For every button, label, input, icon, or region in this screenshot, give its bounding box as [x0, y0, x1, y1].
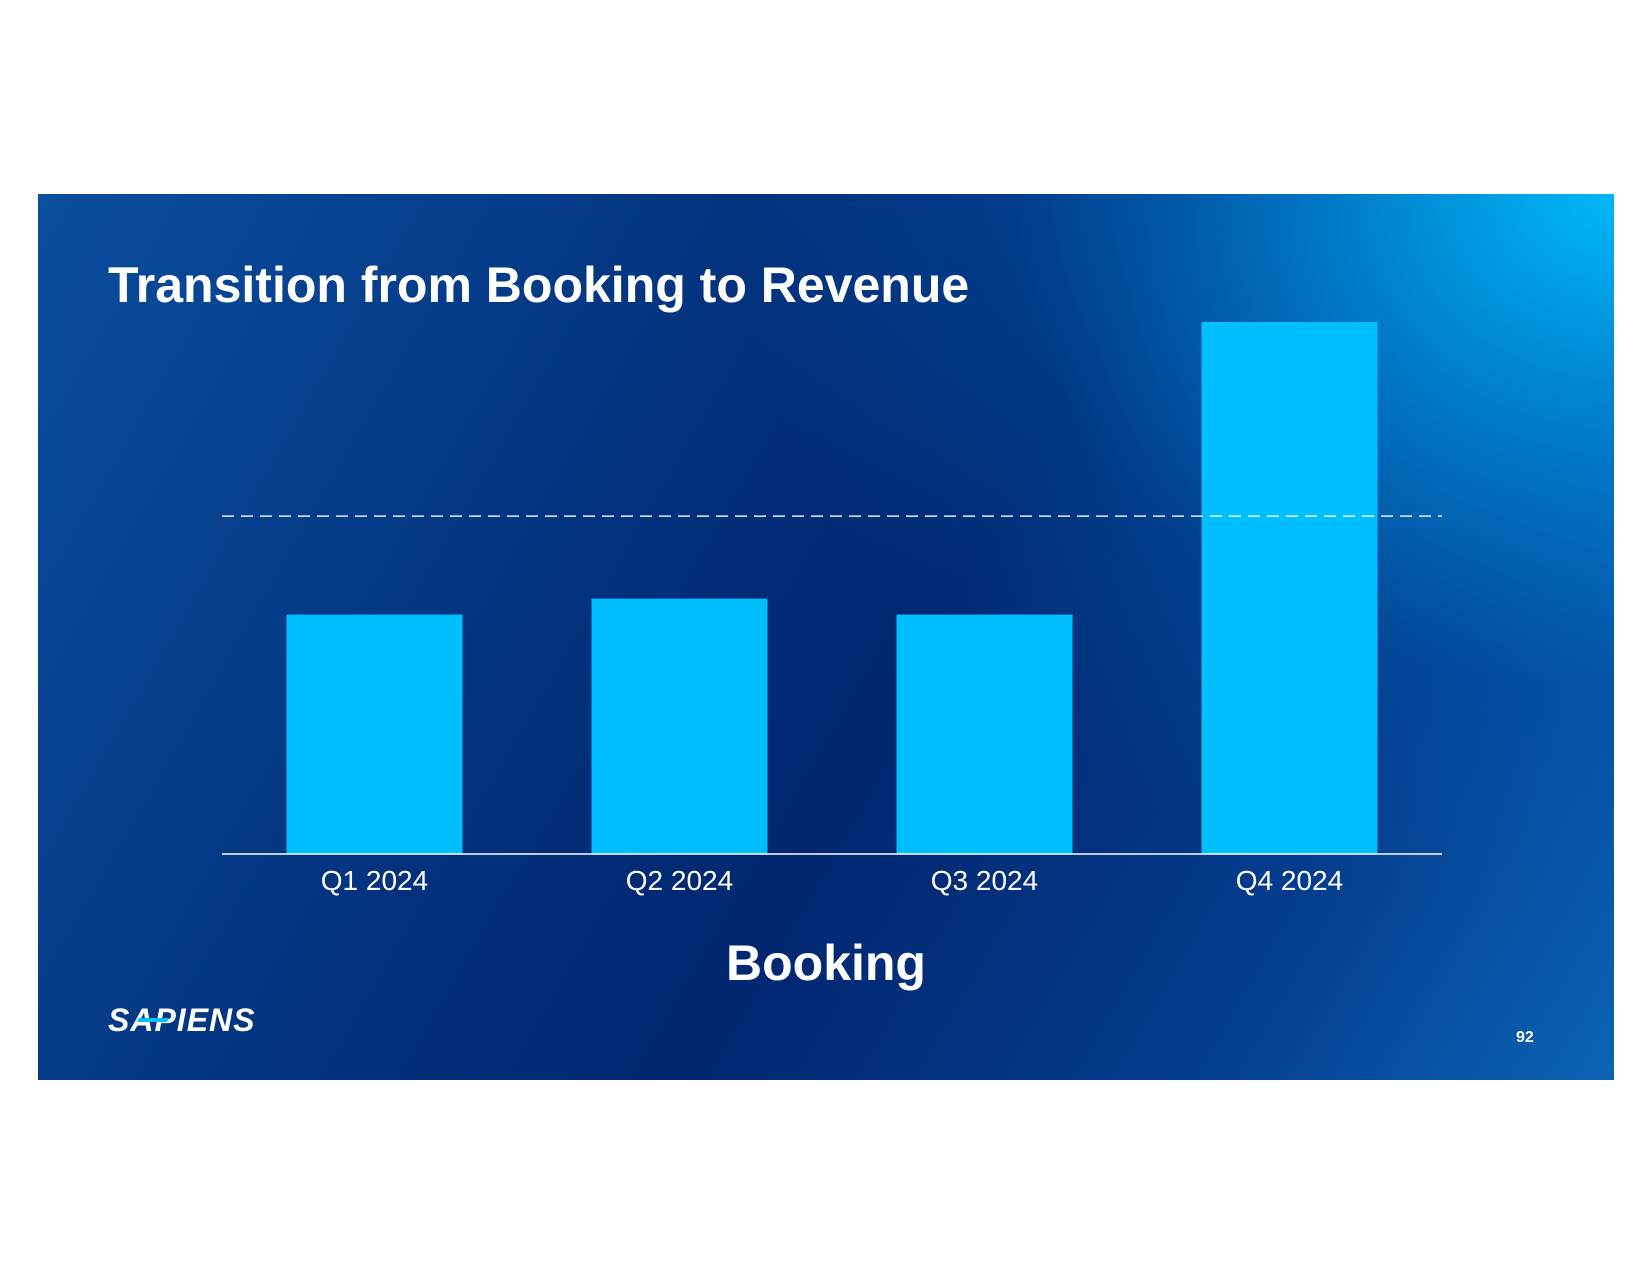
chart-caption: Booking: [726, 935, 926, 991]
bar-q2-2024: [591, 598, 768, 854]
slide: Transition from Booking to Revenue Q1 20…: [38, 194, 1614, 1080]
slide-title: Transition from Booking to Revenue: [108, 257, 970, 313]
bar-chart: Q1 2024 Q2 2024 Q3 2024 Q4 2024: [222, 322, 1442, 896]
x-tick-label: Q3 2024: [931, 865, 1038, 896]
bar-q1-2024: [286, 614, 463, 854]
bar-q3-2024: [896, 614, 1073, 854]
sapiens-logo: SAPIENS: [108, 1002, 255, 1039]
x-tick-label: Q1 2024: [321, 865, 428, 896]
logo-accent-mark: [136, 1018, 170, 1022]
x-tick-label: Q4 2024: [1236, 865, 1343, 896]
bar-q4-2024: [1201, 322, 1378, 854]
logo-text: SAPIENS: [108, 1002, 256, 1038]
page-number: 92: [1516, 1029, 1534, 1046]
x-tick-label: Q2 2024: [626, 865, 733, 896]
